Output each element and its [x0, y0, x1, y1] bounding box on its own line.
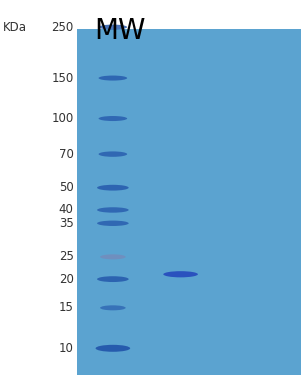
Ellipse shape — [99, 75, 127, 80]
Text: KDa: KDa — [3, 21, 27, 34]
Text: 70: 70 — [59, 147, 74, 161]
Text: 35: 35 — [59, 217, 74, 230]
Ellipse shape — [99, 151, 127, 157]
Ellipse shape — [96, 345, 130, 352]
Ellipse shape — [163, 271, 198, 277]
Ellipse shape — [97, 221, 129, 226]
Text: MW: MW — [95, 17, 146, 45]
Text: 20: 20 — [59, 272, 74, 286]
Ellipse shape — [100, 305, 126, 310]
Ellipse shape — [99, 116, 127, 121]
Ellipse shape — [99, 24, 127, 29]
Text: 100: 100 — [51, 112, 74, 125]
Text: 250: 250 — [51, 21, 74, 34]
Ellipse shape — [97, 207, 129, 213]
Text: 10: 10 — [59, 342, 74, 355]
Text: 50: 50 — [59, 181, 74, 194]
Text: 15: 15 — [59, 301, 74, 314]
Ellipse shape — [97, 185, 129, 190]
Text: 40: 40 — [59, 204, 74, 216]
Text: 25: 25 — [59, 250, 74, 264]
Ellipse shape — [100, 254, 126, 259]
Ellipse shape — [97, 276, 129, 282]
Text: 150: 150 — [51, 72, 74, 85]
FancyBboxPatch shape — [77, 29, 301, 375]
